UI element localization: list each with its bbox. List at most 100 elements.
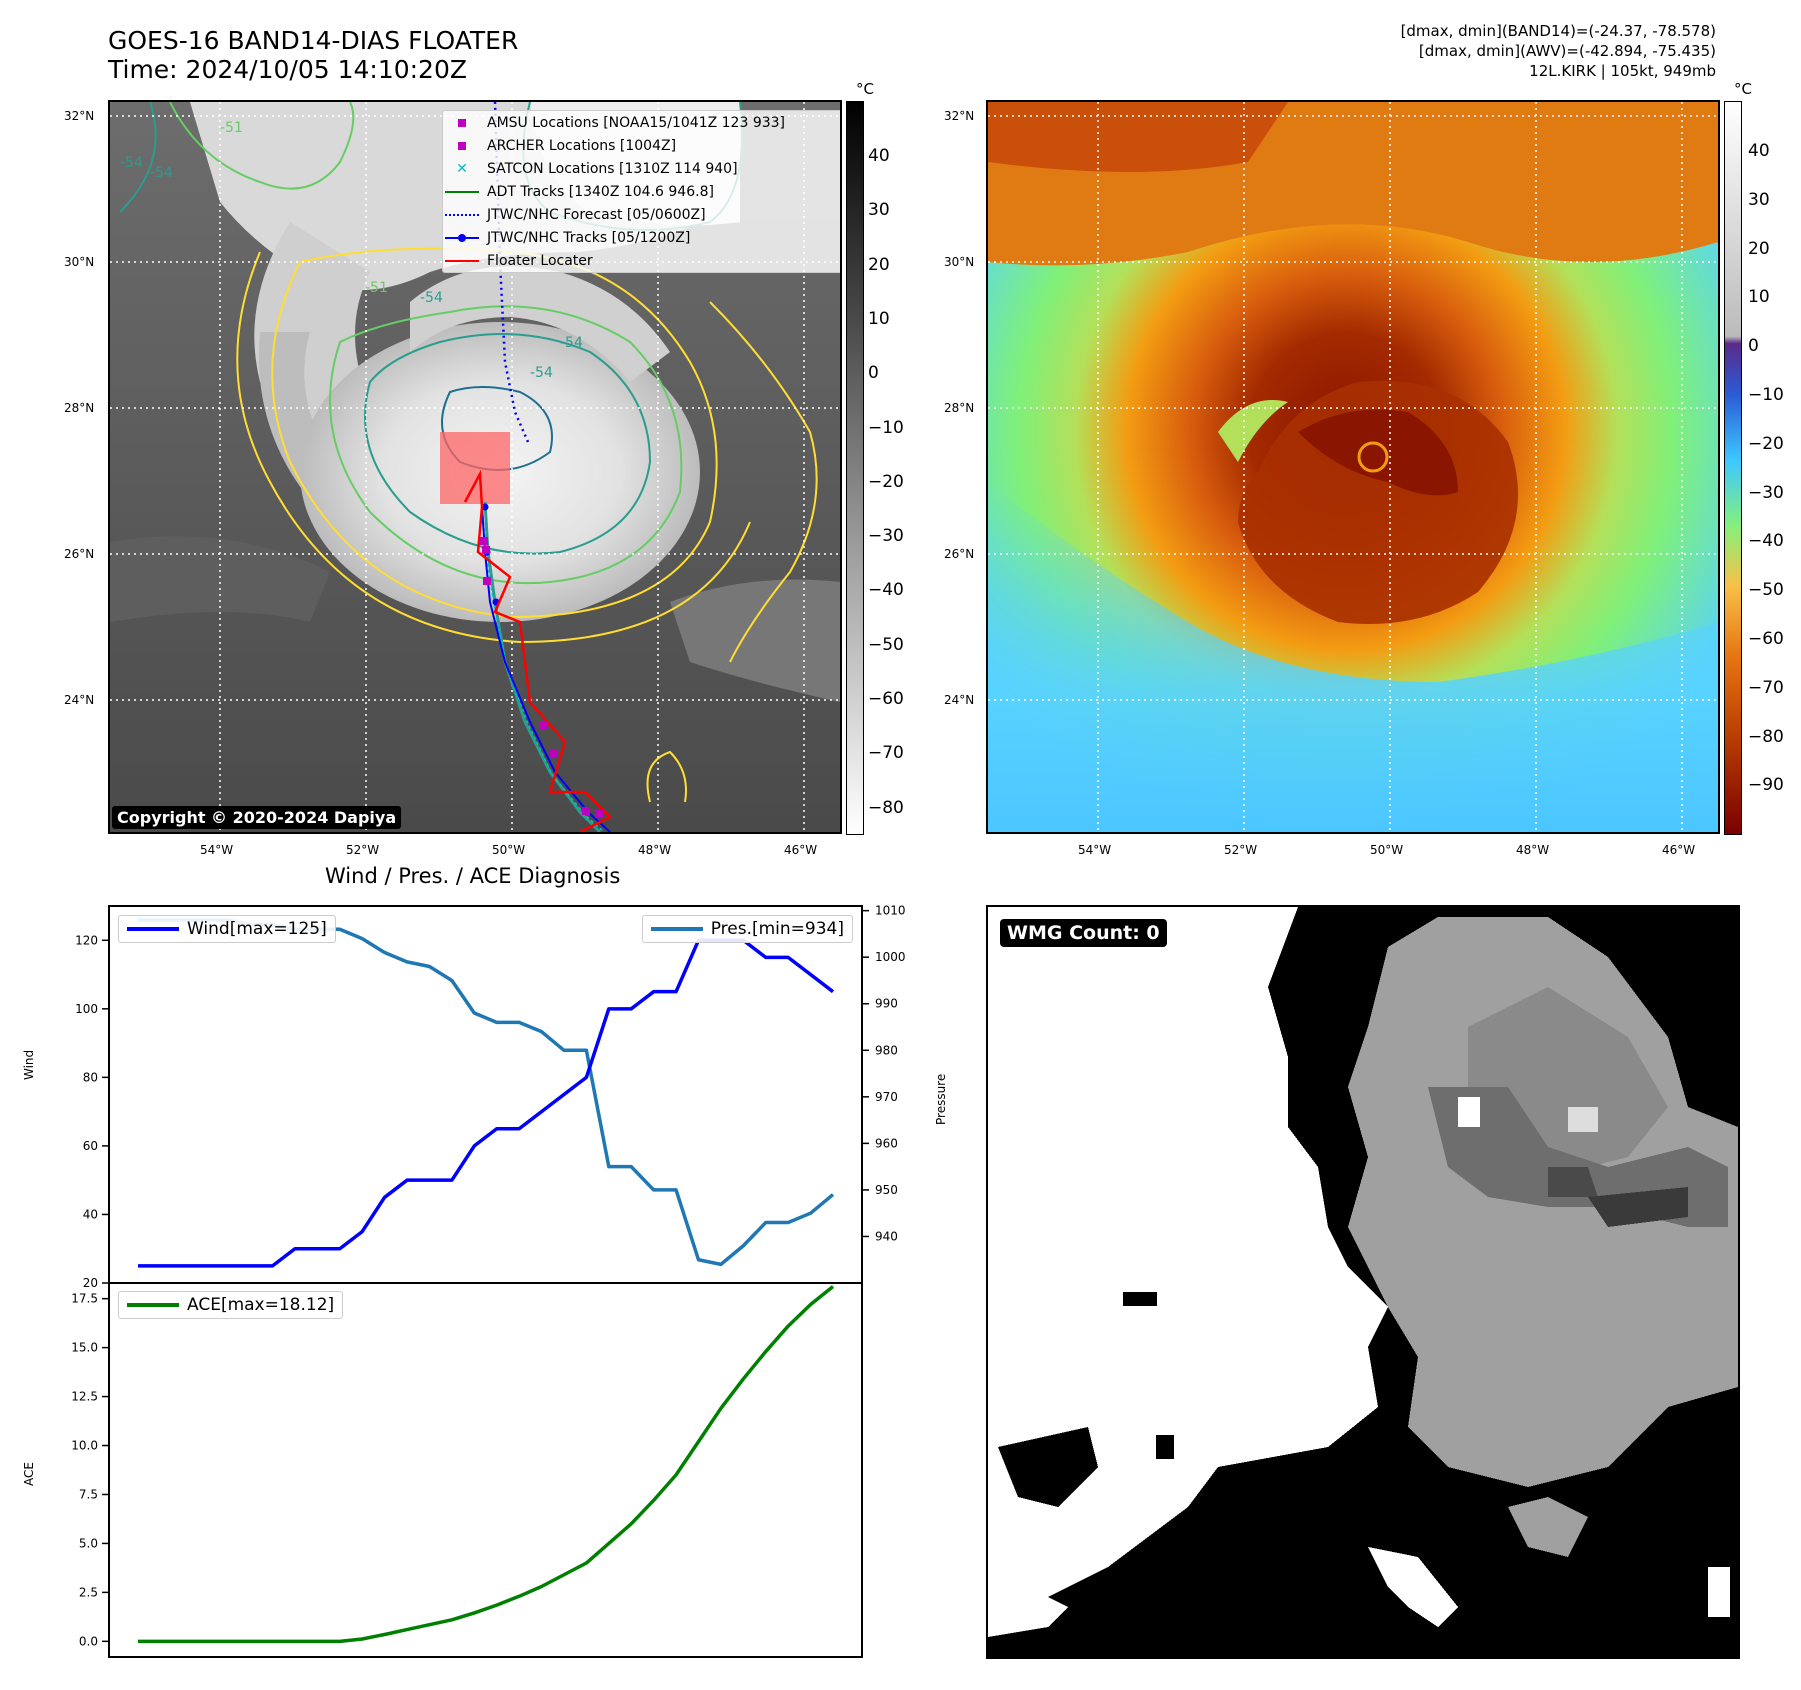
diag-title: Wind / Pres. / ACE Diagnosis <box>325 864 621 888</box>
pressure-tick-label: 1010 <box>875 904 906 918</box>
ace-legend: ACE[max=18.12] <box>118 1291 344 1319</box>
color-map <box>988 102 1718 832</box>
lat-label: 30°N <box>64 255 95 269</box>
legend-item-amsu: AMSU Locations [NOAA15/1041Z 123 933] <box>443 111 840 134</box>
diag-top-frame <box>108 905 863 1284</box>
line-marker-icon <box>443 254 481 268</box>
wind-tick-label: 100 <box>75 1002 98 1016</box>
lon-label: 54°W <box>200 843 234 857</box>
map-legend: AMSU Locations [NOAA15/1041Z 123 933] AR… <box>442 110 840 273</box>
wind-axis-label: Wind <box>22 1049 36 1080</box>
lon-label: 52°W <box>1224 843 1258 857</box>
diag-panel: 20 40 60 80 100 120 940 950 960 970 980 990 1000 1010… <box>71 904 906 1659</box>
gray-colorbar <box>846 101 864 835</box>
color-graticule <box>988 102 1718 832</box>
lon-label: 54°W <box>1078 843 1112 857</box>
pressure-tick-label: 990 <box>875 997 898 1011</box>
pressure-tick-label: 960 <box>875 1136 898 1150</box>
legend-item-tracks: JTWC/NHC Tracks [05/1200Z] <box>443 226 840 249</box>
wind-legend: Wind[max=125] <box>118 915 336 943</box>
ace-tick-label: 15.0 <box>71 1341 98 1355</box>
colorbar-unit: °C <box>1734 80 1752 98</box>
gray-colorbar-tick: 0 <box>868 363 879 384</box>
wmg-map <box>988 907 1738 1657</box>
color-colorbar-tick: −60 <box>1748 629 1784 649</box>
lat-label: 24°N <box>944 693 975 707</box>
lon-label: 46°W <box>1662 843 1696 857</box>
lon-label: 50°W <box>492 843 526 857</box>
ace-tick-label: 10.0 <box>71 1439 98 1453</box>
ace-line <box>138 1285 835 1644</box>
pressure-tick-label: 980 <box>875 1043 898 1057</box>
lon-label: 48°W <box>638 843 672 857</box>
pressure-tick-label: 940 <box>875 1229 898 1243</box>
lon-label: 50°W <box>1370 843 1404 857</box>
ace-axis-label: ACE <box>22 1462 36 1486</box>
lat-label: 28°N <box>944 401 975 415</box>
wind-tick-label: 60 <box>83 1139 98 1153</box>
diag-bottom-frame <box>108 1282 863 1658</box>
lat-label: 32°N <box>944 109 975 123</box>
legend-item-archer: ARCHER Locations [1004Z] <box>443 134 840 157</box>
lat-label: 26°N <box>64 547 95 561</box>
gray-colorbar-tick: 40 <box>868 146 890 166</box>
x-marker-icon: ✕ <box>456 160 468 177</box>
contour-label: -51 <box>220 120 243 136</box>
color-colorbar-tick: 20 <box>1748 238 1770 259</box>
lat-label: 28°N <box>64 401 95 415</box>
wind-tick-label: 40 <box>83 1207 98 1221</box>
legend-item-forecast: JTWC/NHC Forecast [05/0600Z] <box>443 203 840 226</box>
wind-line-icon <box>127 927 179 931</box>
contour-label: -51 <box>365 280 388 296</box>
ace-tick-label: 2.5 <box>79 1585 98 1599</box>
lon-label: 52°W <box>346 843 380 857</box>
lat-label: 32°N <box>64 109 95 123</box>
ace-tick-label: 7.5 <box>79 1487 98 1501</box>
contour-label: -54 <box>150 165 173 181</box>
lat-label: 24°N <box>64 693 95 707</box>
lon-label: 48°W <box>1516 843 1550 857</box>
ace-line-icon <box>127 1303 179 1307</box>
legend-item-satcon: ✕ SATCON Locations [1310Z 114 940] <box>443 157 840 180</box>
color-colorbar-tick: −20 <box>1748 433 1784 454</box>
color-colorbar-tick: −90 <box>1748 775 1784 796</box>
best-track <box>481 506 611 832</box>
range-awv: [dmax, dmin](AWV)=(-42.894, -75.435) <box>1418 42 1716 60</box>
wind-tick-label: 80 <box>83 1070 98 1084</box>
square-marker-icon <box>443 116 481 130</box>
pressure-tick-label: 970 <box>875 1090 898 1104</box>
ace-tick-label: 17.5 <box>71 1292 98 1306</box>
legend-item-adt: ADT Tracks [1340Z 104.6 946.8] <box>443 180 840 203</box>
lat-label: 26°N <box>944 547 975 561</box>
floater-track <box>463 469 613 832</box>
square-marker-icon <box>443 139 481 153</box>
gray-colorbar-tick: −80 <box>868 797 904 818</box>
diag-chart: 20 40 60 80 100 120 940 950 960 970 980 990 1000 1010… <box>71 904 906 1658</box>
ir-map-panel: -54 -54 -54 -54 -51 -51 -54 Copyright © … <box>108 100 842 834</box>
gray-colorbar-tick: −60 <box>868 689 904 709</box>
color-map-panel <box>986 100 1720 834</box>
color-colorbar-tick: −30 <box>1748 482 1784 503</box>
wind-tick-label: 120 <box>75 933 98 947</box>
gray-colorbar-tick: −70 <box>868 743 904 764</box>
pressure-axis-label: Pressure <box>934 1073 948 1125</box>
lon-label: 46°W <box>784 843 818 857</box>
color-colorbar-tick: 10 <box>1748 287 1770 308</box>
pressure-line <box>138 918 835 1267</box>
pressure-line-icon <box>650 927 703 931</box>
pressure-tick-label: 1000 <box>875 950 906 964</box>
gray-colorbar-tick: −40 <box>868 580 904 601</box>
storm-info: 12L.KIRK | 105kt, 949mb <box>1529 62 1716 80</box>
gray-colorbar-tick: 10 <box>868 308 890 329</box>
gray-colorbar-tick: −10 <box>868 417 904 438</box>
colorbar-unit: °C <box>856 80 874 98</box>
figure-time: Time: 2024/10/05 14:10:20Z <box>108 55 467 84</box>
line-marker-icon <box>443 185 481 199</box>
gray-colorbar-tick: −50 <box>868 634 904 655</box>
gray-colorbar-tick: −30 <box>868 526 904 547</box>
wmg-panel: WMG Count: 0 <box>986 905 1740 1659</box>
floater-box <box>440 432 510 504</box>
color-colorbar-tick: −40 <box>1748 531 1784 552</box>
ace-tick-label: 12.5 <box>71 1390 98 1404</box>
wind-tick-label: 20 <box>83 1276 98 1290</box>
